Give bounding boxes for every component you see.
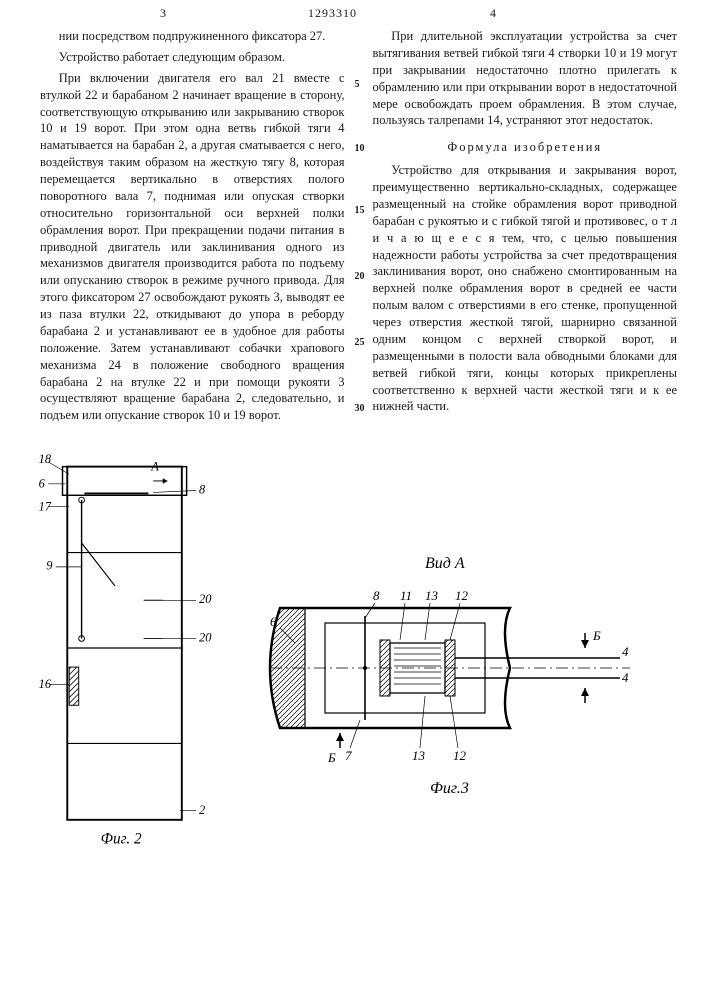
callout-20: 20 [199,592,212,606]
callout-8: 8 [199,482,206,496]
callout-9: 9 [46,559,52,573]
line-marker: 15 [355,204,365,218]
right-column: 5 10 15 20 25 30 При длительной эксплуат… [373,28,678,428]
page-header: 3 1293310 4 [0,0,707,28]
callout-17: 17 [39,500,52,514]
callout-6: 6 [39,477,46,491]
line-marker: 25 [355,336,365,350]
fig3-title: Вид A [425,555,465,572]
formula-title: Формула изобретения [373,139,678,156]
section-Б-top: Б [592,628,601,643]
line-marker: 10 [355,142,365,156]
paragraph: Устройство работает следующим образом. [40,49,345,66]
callout-6: 6 [270,614,277,629]
callout-8: 8 [373,588,380,603]
left-column: нии посредством подпружиненного фиксатор… [40,28,345,428]
paragraph: нии посредством подпружиненного фиксатор… [40,28,345,45]
figure-3: 6 8 11 13 12 7 13 12 4 4 Б Б Вид A Фиг.3 [250,548,650,808]
paragraph: При включении двигателя его вал 21 вмест… [40,70,345,424]
fig2-label: Фиг. 2 [101,831,142,848]
callout-2: 2 [199,803,205,817]
figure-2: 18 6 17 9 16 20 20 2 A 8 Фиг. 2 [10,438,220,858]
callout-13: 13 [425,588,439,603]
line-marker: 5 [355,78,360,92]
callout-12: 12 [455,588,469,603]
section-Б-bottom: Б [327,750,336,765]
patent-page: 3 1293310 4 нии посредством подпружиненн… [0,0,707,878]
callout-7: 7 [345,748,352,763]
callout-4: 4 [622,644,629,659]
figures-area: 18 6 17 9 16 20 20 2 A 8 Фиг. 2 [0,438,707,878]
callout-18: 18 [39,452,52,466]
callout-20b: 20 [199,630,212,644]
paragraph: Устройство для открывания и закрывания в… [373,162,678,415]
paragraph: При длительной эксплуатации устройства з… [373,28,678,129]
document-number: 1293310 [308,6,357,21]
callout-4b: 4 [622,670,629,685]
fig3-label: Фиг.3 [430,780,469,797]
page-number-left: 3 [160,6,166,21]
callout-13b: 13 [412,748,426,763]
callout-12b: 12 [453,748,467,763]
text-columns: нии посредством подпружиненного фиксатор… [0,28,707,428]
page-number-right: 4 [490,6,496,21]
callout-11: 11 [400,588,412,603]
callout-A: A [150,460,159,474]
callout-16: 16 [39,677,52,691]
line-marker: 20 [355,270,365,284]
line-marker: 30 [355,402,365,416]
